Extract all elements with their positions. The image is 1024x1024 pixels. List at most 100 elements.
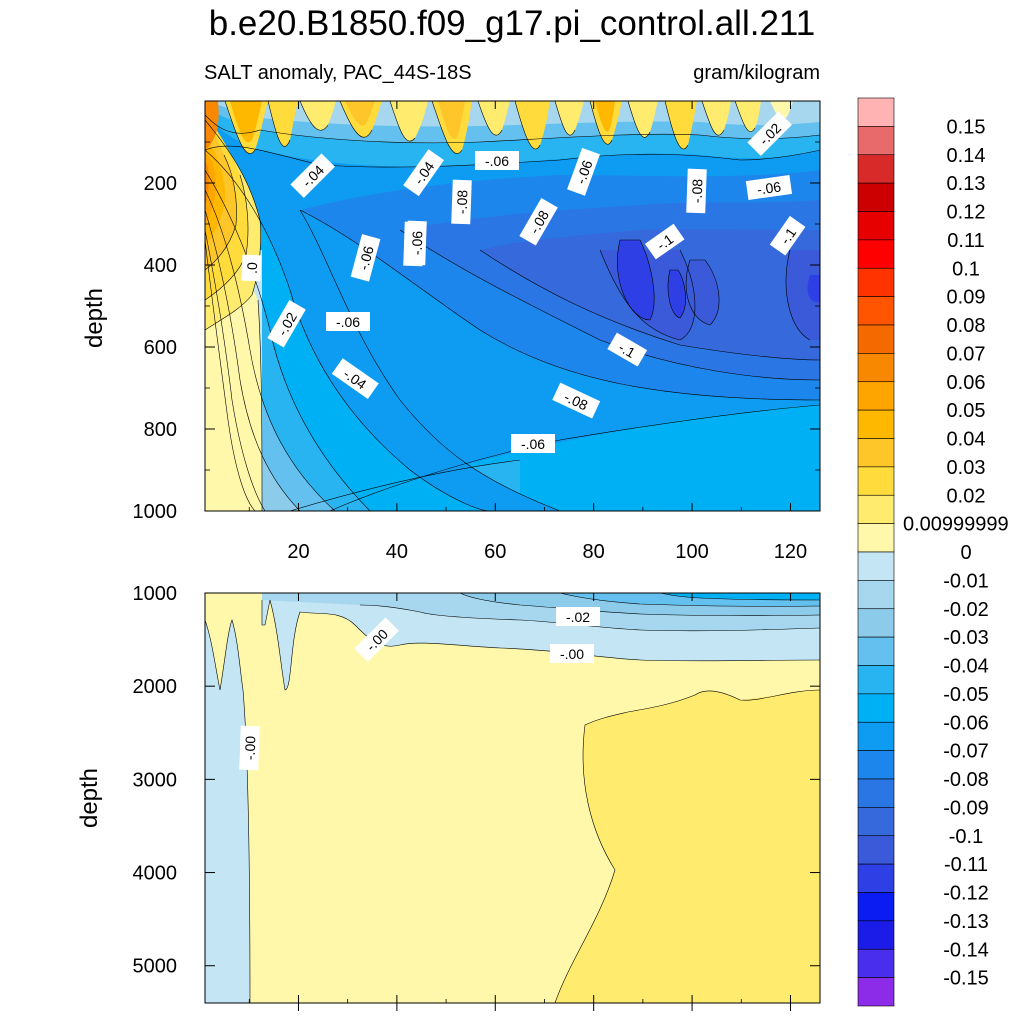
contour-label-text: -.1: [616, 339, 638, 361]
colorbar-label: 0.03: [947, 457, 986, 479]
colorbar-swatch: [857, 807, 895, 837]
colorbar-label: -0.1: [949, 826, 983, 848]
contour-label-bg: [267, 299, 306, 348]
colorbar-label: 0.1: [952, 258, 980, 280]
contour-label-bg: [607, 332, 648, 367]
contour-label-bg: [644, 223, 685, 260]
upper-x-tick-label: 20: [287, 541, 309, 563]
colorbar-swatch: [857, 381, 895, 411]
axes: 20 40 60 80 100 120 200 400 600 800 1000 1000 2000 30…: [133, 101, 820, 1011]
contour-label-bg: [686, 168, 707, 214]
colorbar-label: 0.13: [947, 173, 986, 195]
colorbar-label: -0.02: [943, 599, 989, 621]
contour-label-bg: [747, 111, 792, 156]
contour-label-bg: [241, 254, 262, 282]
colorbar-swatch: [857, 438, 895, 468]
contour-label-bg: [239, 725, 260, 771]
contour-label-bg: [451, 179, 472, 225]
colorbar-label: -0.04: [943, 656, 989, 678]
contour-label-bg: [552, 382, 601, 419]
colorbar-swatch: [857, 551, 895, 581]
colorbar-swatch: [857, 948, 895, 978]
contour-label-text: -.1: [777, 225, 800, 248]
colorbar-label: 0.02: [947, 485, 986, 507]
upper-contour-label: -.06: [406, 220, 427, 266]
lower-contour-label: -.00: [239, 725, 260, 771]
colorbar-label: -0.01: [943, 570, 989, 592]
upper-x-tick-label: 80: [583, 541, 605, 563]
lower-y-axis-label: depth: [76, 767, 103, 829]
colorbar-swatch: [857, 296, 895, 326]
colorbar-label: 0: [960, 542, 971, 564]
colorbar-label: 0.12: [947, 202, 986, 224]
colorbar-swatch: [857, 494, 895, 524]
lower-y-tick-label: 4000: [133, 863, 178, 885]
lower-y-tick-label: 2000: [133, 676, 178, 698]
colorbar-swatch: [857, 97, 895, 127]
upper-y-tick-label: 400: [144, 255, 177, 277]
upper-contour-label: -.06: [745, 175, 793, 200]
lower-band-p01: [555, 690, 820, 1003]
colorbar-swatch: [857, 977, 895, 1007]
colorbar-label: 0.07: [947, 343, 986, 365]
colorbar-swatch: [857, 693, 895, 723]
lower-panel: [205, 593, 820, 1003]
contour-label-text: -.00: [560, 646, 584, 662]
lower-contour-label: -.00: [550, 644, 594, 663]
contour-label-text: -.1: [654, 231, 677, 254]
contour-label-bg: [511, 434, 555, 453]
contour-label-bg: [475, 151, 519, 170]
colorbar-swatch: [857, 750, 895, 780]
contour-label-bg: [331, 358, 379, 399]
colorbar-label: 0.08: [947, 315, 986, 337]
colorbar-label: 0.05: [947, 400, 986, 422]
colorbar-swatch: [857, 126, 895, 156]
contour-label-bg: [519, 197, 558, 246]
colorbar-swatch: [857, 778, 895, 808]
colorbar-label: -0.06: [943, 712, 989, 734]
upper-panel: [205, 101, 820, 511]
contour-label-text: -.06: [756, 178, 782, 197]
contour-label-text: -.08: [454, 189, 471, 214]
upper-contour-label: -.06: [475, 151, 519, 170]
contour-label-bg: [326, 312, 370, 331]
contour-label-text: -.08: [689, 178, 706, 203]
contour-label-text: -.06: [409, 230, 426, 255]
variable-subtitle: SALT anomaly, PAC_44S-18S: [204, 62, 472, 84]
colorbar-label: 0.15: [947, 116, 986, 138]
upper-contour-label: -.1: [607, 332, 648, 367]
upper-contour-label: -.08: [519, 197, 558, 246]
colorbar-label: -0.09: [943, 797, 989, 819]
contour-label-text: -.06: [485, 153, 509, 169]
colorbar-swatch: [857, 863, 895, 893]
contour-label-bg: [403, 149, 444, 197]
upper-y-tick-label: 600: [144, 337, 177, 359]
lower-left-strip: [205, 620, 250, 1003]
contour-label-text: -.06: [336, 314, 360, 330]
contour-label-bg: [556, 607, 600, 626]
colorbar-swatch: [857, 211, 895, 241]
upper-contour-label: -.06: [326, 312, 370, 331]
upper-x-tick-label: 40: [386, 541, 408, 563]
lower-y-tick-label: 1000: [133, 583, 178, 605]
upper-y-tick-label: 1000: [133, 501, 178, 523]
lower-contour-label: -.02: [556, 607, 600, 626]
upper-x-tick-label: 100: [675, 541, 708, 563]
colorbar: 0.15 0.14 0.13 0.12 0.11 0.1 0.09 0.08 0.07 0.06 0…: [857, 97, 1009, 1007]
colorbar-swatch: [857, 721, 895, 751]
colorbar-label: -0.05: [943, 684, 989, 706]
colorbar-label: -0.03: [943, 627, 989, 649]
colorbar-swatch: [857, 665, 895, 695]
contour-label-bg: [567, 147, 600, 196]
lower-y-tick-label: 3000: [133, 769, 178, 791]
colorbar-swatch: [857, 267, 895, 297]
upper-surface-tongues: [205, 101, 820, 167]
contour-label-text: .0: [244, 262, 260, 274]
colorbar-label: 0.06: [947, 372, 986, 394]
colorbar-label: 0.11: [947, 230, 984, 252]
colorbar-swatch: [857, 580, 895, 610]
contour-label-text: -.06: [521, 436, 545, 452]
colorbar-label: -0.07: [943, 741, 989, 763]
units-subtitle: gram/kilogram: [693, 62, 820, 84]
